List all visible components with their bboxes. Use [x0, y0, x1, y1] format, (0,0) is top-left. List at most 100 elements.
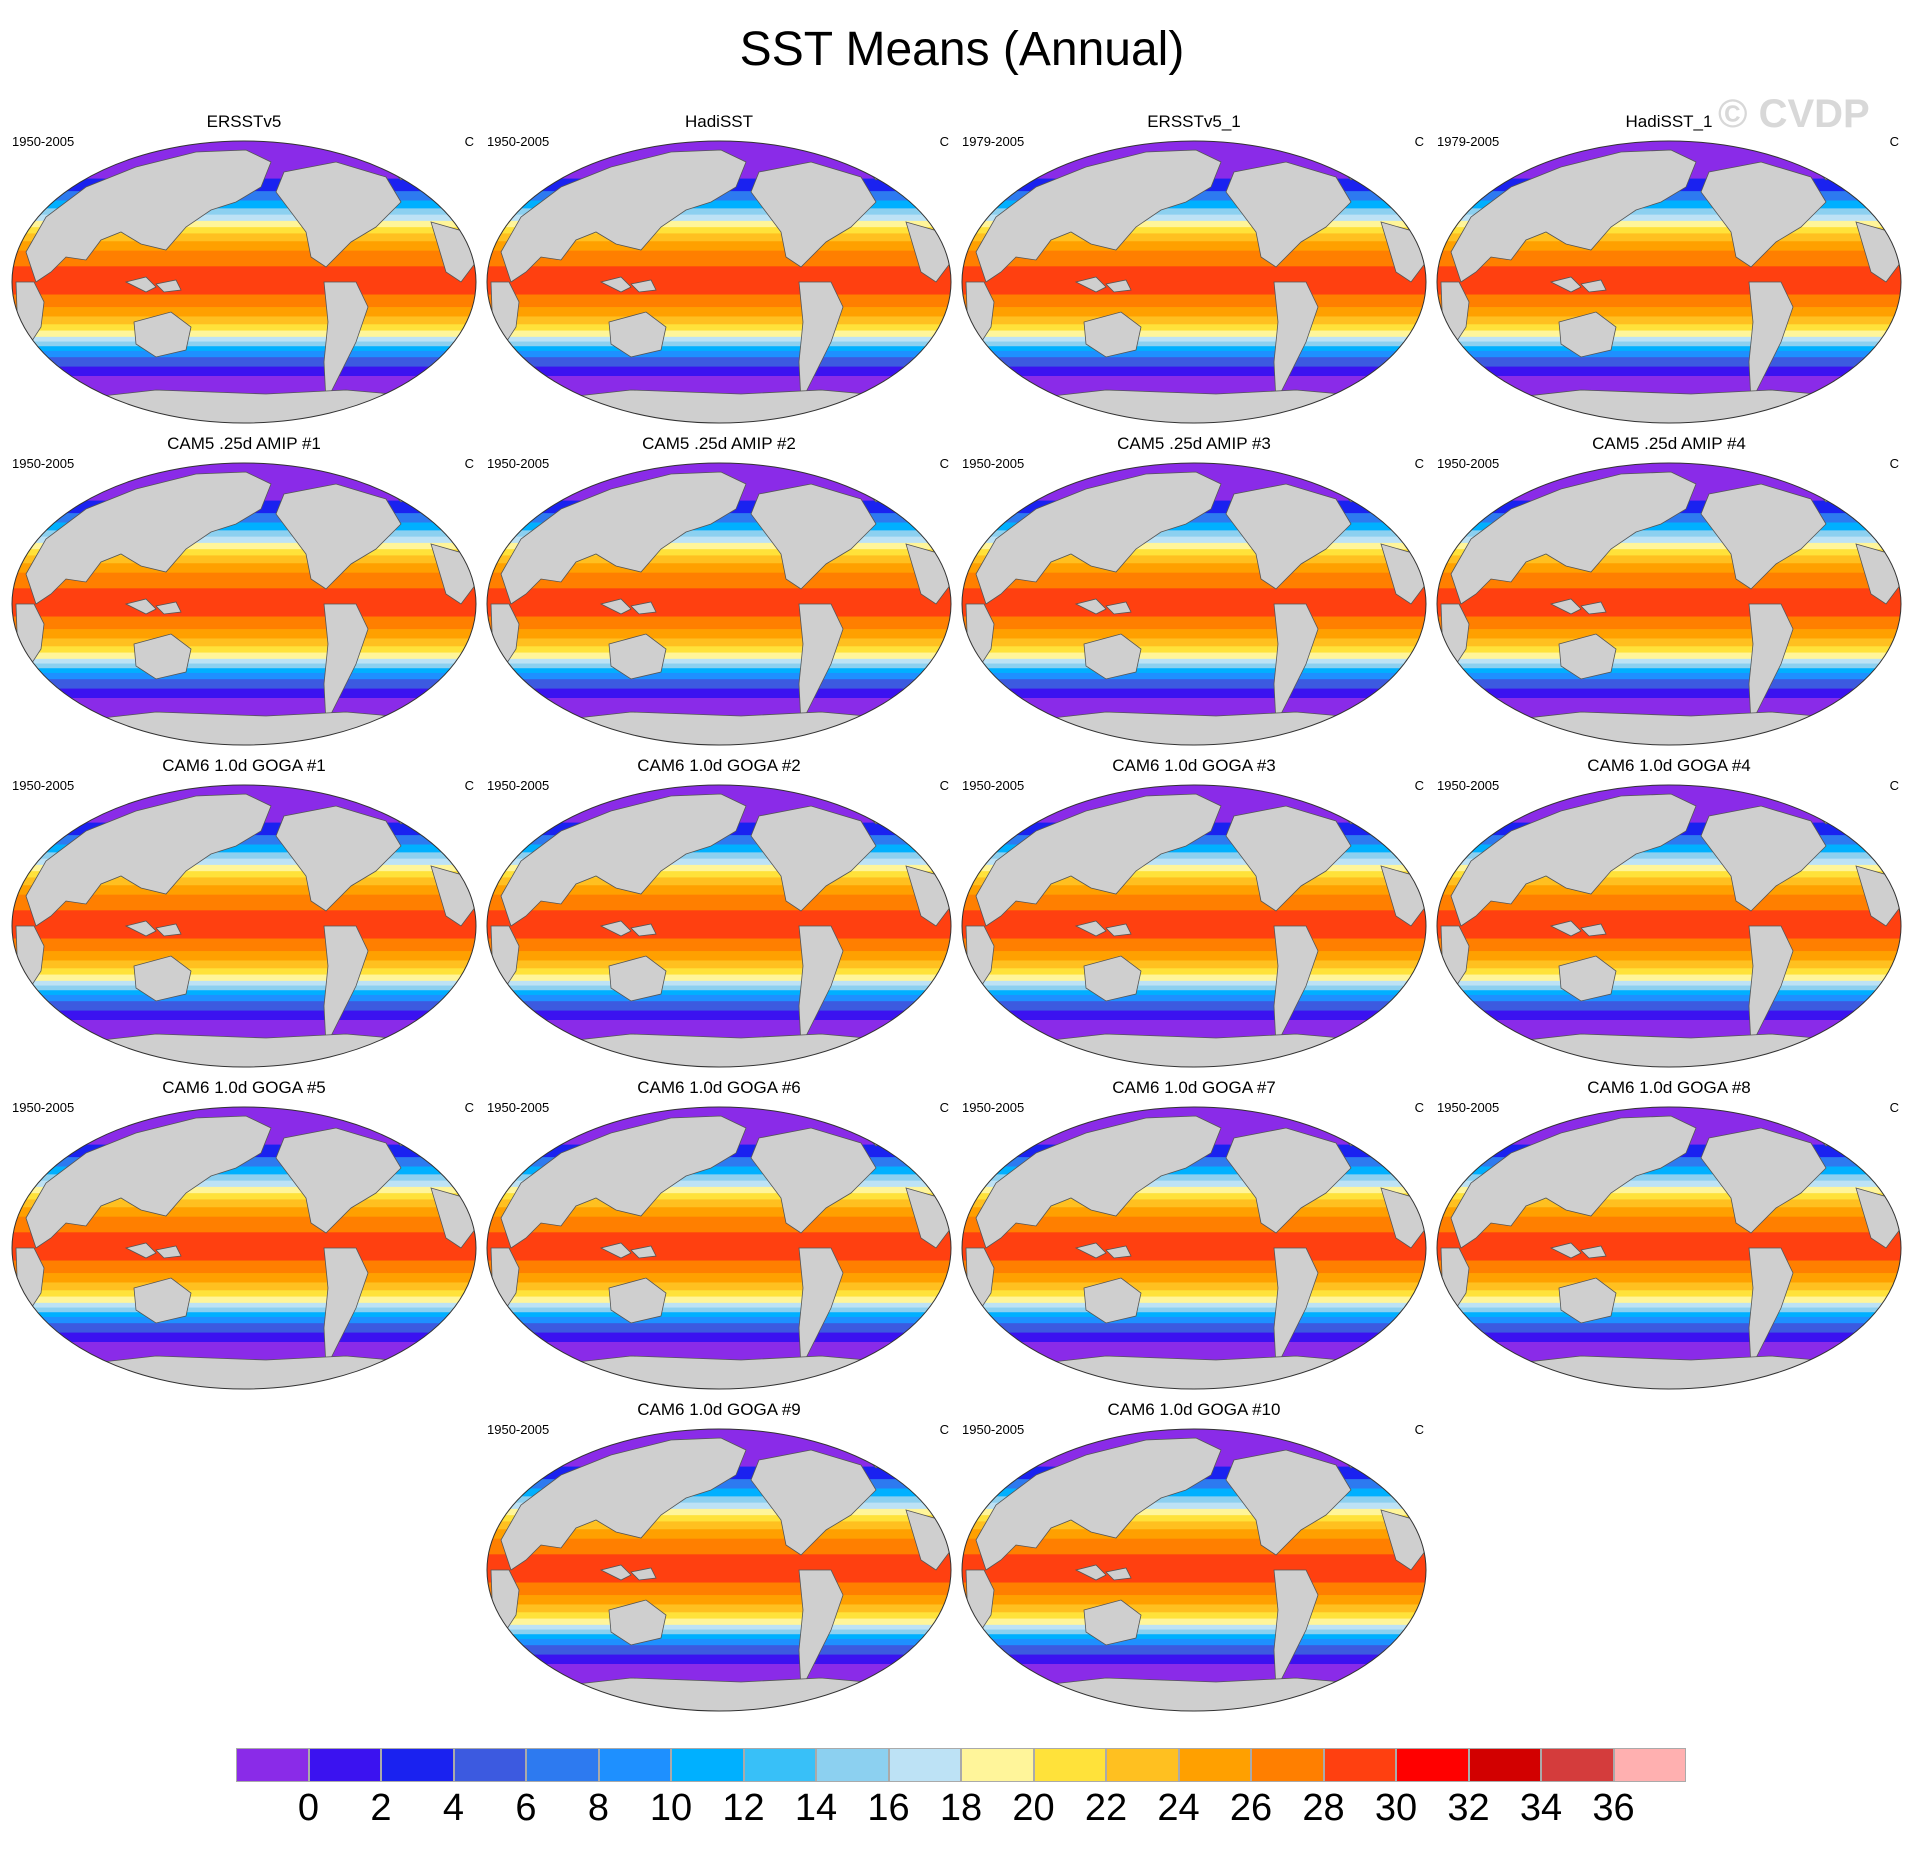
sst-band — [962, 638, 1426, 647]
sst-band — [12, 652, 476, 660]
sst-band — [487, 536, 951, 544]
sst-band — [487, 1312, 951, 1318]
sst-band — [962, 1538, 1426, 1555]
colorbar-cell — [381, 1748, 454, 1782]
land-mass — [750, 1127, 877, 1234]
sst-band — [12, 336, 476, 343]
land-mass — [975, 1437, 1222, 1571]
sst-band — [487, 1282, 951, 1291]
panel-period: 1950-2005 — [487, 1422, 550, 1437]
sst-band — [12, 938, 476, 952]
sst-band — [962, 227, 1426, 234]
land-mass — [275, 161, 402, 268]
sst-map — [11, 784, 477, 1068]
sst-band — [962, 1174, 1426, 1182]
sst-band — [487, 1529, 951, 1540]
land-mass — [608, 1277, 667, 1324]
map-panel: CAM6 1.0d GOGA #1 1950-2005 C — [6, 756, 482, 1078]
sst-band — [1437, 1282, 1901, 1291]
land-mass — [1748, 1247, 1794, 1370]
sst-band — [962, 536, 1426, 544]
sst-band — [962, 1554, 1426, 1584]
sst-band — [962, 357, 1426, 368]
sst-band — [962, 542, 1426, 550]
sst-band — [962, 1612, 1426, 1620]
sst-band — [1437, 960, 1901, 969]
panel-period: 1979-2005 — [1437, 134, 1500, 149]
land-mass — [124, 1242, 182, 1259]
land-mass — [1273, 281, 1319, 404]
sst-map — [961, 1106, 1427, 1390]
sst-band — [1437, 1332, 1901, 1343]
sst-band — [487, 549, 951, 556]
panel-period: 1950-2005 — [962, 456, 1025, 471]
sst-band — [487, 938, 951, 952]
land-mass — [64, 711, 428, 745]
land-mass — [608, 633, 667, 680]
sst-band — [487, 668, 951, 674]
sst-band — [487, 858, 951, 866]
sst-band — [962, 1001, 1426, 1012]
colorbar-cell — [1178, 1748, 1251, 1782]
panel-unit: C — [464, 456, 474, 471]
panel-title: ERSSTv5 — [206, 112, 282, 131]
sst-band — [12, 241, 476, 252]
sst-band — [487, 555, 951, 564]
land-mass — [539, 711, 903, 745]
panel-title: CAM5 .25d AMIP #3 — [1117, 434, 1271, 453]
colorbar-label: 34 — [1519, 1787, 1563, 1829]
sst-band — [1437, 563, 1901, 574]
sst-band — [1437, 1001, 1901, 1012]
land-mass — [1549, 920, 1607, 937]
sst-band — [487, 1302, 951, 1309]
sst-band — [1437, 542, 1901, 550]
land-mass — [1014, 1355, 1378, 1389]
colorbar-label: 36 — [1592, 1787, 1635, 1829]
sst-band — [487, 357, 951, 368]
sst-band — [12, 951, 476, 961]
sst-band — [487, 877, 951, 886]
colorbar-label: 14 — [794, 1787, 838, 1829]
map-border — [486, 1428, 952, 1712]
sst-band — [962, 1595, 1426, 1605]
sst-band — [962, 208, 1426, 216]
sst-band — [12, 316, 476, 325]
colorbar-label: 10 — [649, 1787, 693, 1829]
sst-band — [487, 530, 951, 538]
sst-band — [1437, 350, 1901, 358]
land-mass — [1014, 1033, 1378, 1067]
sst-band — [12, 208, 476, 216]
sst-band — [487, 616, 951, 630]
sst-band — [1437, 214, 1901, 222]
sst-band — [12, 1290, 476, 1298]
sst-band — [487, 336, 951, 343]
map-border — [1436, 1106, 1902, 1390]
colorbar-cell — [1396, 1748, 1469, 1782]
land-mass — [1489, 1355, 1853, 1389]
sst-band — [12, 572, 476, 589]
sst-band — [487, 266, 951, 296]
land-mass — [539, 389, 903, 423]
land-mass — [1074, 1564, 1132, 1581]
sst-band — [487, 1515, 951, 1522]
sst-band — [487, 1624, 951, 1631]
sst-band — [1437, 1260, 1901, 1274]
sst-band — [12, 1216, 476, 1233]
panel-unit: C — [464, 134, 474, 149]
map-panel: CAM6 1.0d GOGA #7 1950-2005 C — [956, 1078, 1432, 1400]
sst-band — [487, 1488, 951, 1497]
sst-band — [487, 646, 951, 654]
sst-band — [1437, 1199, 1901, 1208]
sst-band — [1437, 555, 1901, 564]
sst-band — [12, 555, 476, 564]
sst-band — [487, 1199, 951, 1208]
land-mass — [750, 1449, 877, 1556]
sst-band — [12, 346, 476, 352]
sst-band — [962, 366, 1426, 377]
land-mass — [608, 955, 667, 1002]
panel-period: 1950-2005 — [487, 134, 550, 149]
sst-band — [12, 227, 476, 234]
panel-title: CAM6 1.0d GOGA #4 — [1587, 756, 1751, 775]
sst-map — [961, 784, 1427, 1068]
land-mass — [1748, 603, 1794, 726]
